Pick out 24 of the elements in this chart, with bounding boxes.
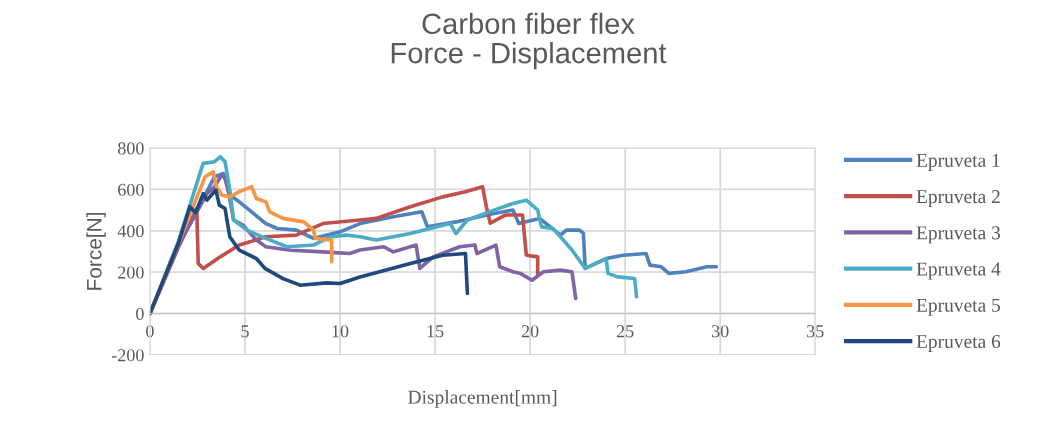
x-tick-label: 20: [521, 325, 539, 338]
y-tick-label: -200: [111, 349, 144, 362]
x-tick-label: 5: [241, 325, 249, 338]
x-axis-title: Displacement[mm]: [408, 390, 557, 408]
line-series: [149, 188, 470, 316]
legend-label: Epruveta 4: [916, 262, 1001, 280]
x-tick-label: 15: [427, 325, 444, 338]
x-tick-label: 35: [807, 325, 824, 338]
y-tick-label: 800: [118, 142, 144, 155]
x-tick-label: 30: [712, 325, 729, 338]
x-tick-label: 0: [146, 325, 154, 338]
legend-label: Epruveta 2: [916, 190, 1000, 208]
y-tick-label: 0: [136, 307, 144, 320]
legend-label: Epruveta 6: [916, 335, 1001, 353]
chart-title: Carbon fiber flex Force - Displacement: [391, 12, 667, 70]
x-tick-label: 25: [616, 325, 634, 338]
y-tick-label: 400: [117, 225, 144, 238]
legend-label: Epruveta 1: [916, 153, 1000, 171]
y-tick-label: 200: [118, 266, 144, 279]
legend-label: Epruveta 3: [916, 226, 1001, 244]
x-tick-label: 10: [332, 325, 349, 338]
legend-label: Epruveta 5: [916, 298, 1001, 316]
y-axis-title: Force[N]: [86, 213, 106, 290]
y-tick-label: 600: [118, 183, 144, 196]
